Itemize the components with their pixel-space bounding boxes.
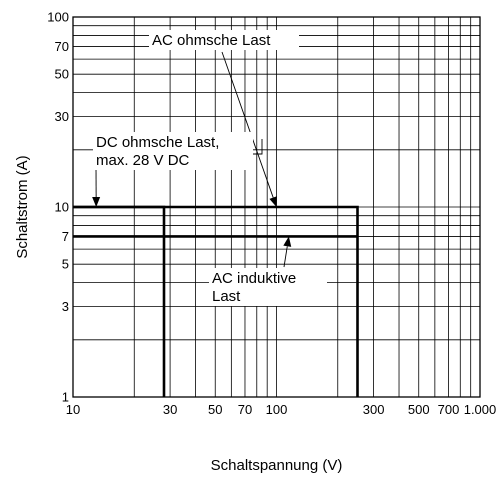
y-tick-label: 5 [62, 257, 69, 272]
y-tick-label: 50 [55, 67, 69, 82]
series-dc-ohmsche-last [73, 205, 166, 397]
y-tick-label: 1 [62, 390, 69, 405]
annotation-ac-induktive-last-line: AC induktive [212, 270, 296, 287]
x-tick-label: 1.000 [464, 402, 497, 417]
annotation-dc-ohmsche-last-line: DC ohmsche Last, [96, 134, 219, 151]
x-tick-label: 500 [408, 402, 430, 417]
annotation-background [209, 268, 327, 306]
y-tick-labels: 1 3 5 7 10 30 50 70 100 [47, 10, 69, 405]
series-group [73, 205, 359, 397]
y-tick-label: 70 [55, 39, 69, 54]
annotation-labels: AC ohmsche Last DC ohmsche Last,max. 28 V… [93, 30, 327, 306]
annotation-ac-induktive-last-line: Last [212, 288, 241, 305]
y-tick-label: 10 [55, 200, 69, 215]
y-tick-label: 7 [62, 229, 69, 244]
x-tick-label: 70 [238, 402, 252, 417]
annotation-background [93, 132, 253, 170]
x-tick-label: 100 [266, 402, 288, 417]
y-tick-label: 30 [55, 109, 69, 124]
annotation-leader [221, 51, 274, 198]
annotation-background [149, 30, 299, 50]
series-ac-ohmsche-last [73, 205, 359, 397]
x-tick-labels: 10 30 50 70 100 300 500 700 1.000 [66, 402, 497, 417]
y-tick-label: 100 [47, 10, 69, 25]
x-tick-label: 50 [208, 402, 222, 417]
annotation-arrowhead [92, 196, 101, 207]
grid [73, 17, 480, 397]
annotation-arrowhead [269, 196, 277, 207]
x-tick-label: 300 [363, 402, 385, 417]
plot-frame [72, 16, 481, 398]
x-tick-label: 30 [163, 402, 177, 417]
annotation-dc-ohmsche-last-line: max. 28 V DC [96, 152, 190, 169]
y-tick-label: 3 [62, 299, 69, 314]
x-axis-label: Schaltspannung (V) [211, 457, 343, 474]
x-tick-label: 10 [66, 402, 80, 417]
annotation-ac-ohmsche-last-line: AC ohmsche Last [152, 32, 271, 49]
y-axis-label: Schaltstrom (A) [14, 155, 31, 258]
annotation-leader [283, 246, 288, 268]
x-tick-label: 700 [438, 402, 460, 417]
annotation-arrowhead [283, 236, 292, 247]
